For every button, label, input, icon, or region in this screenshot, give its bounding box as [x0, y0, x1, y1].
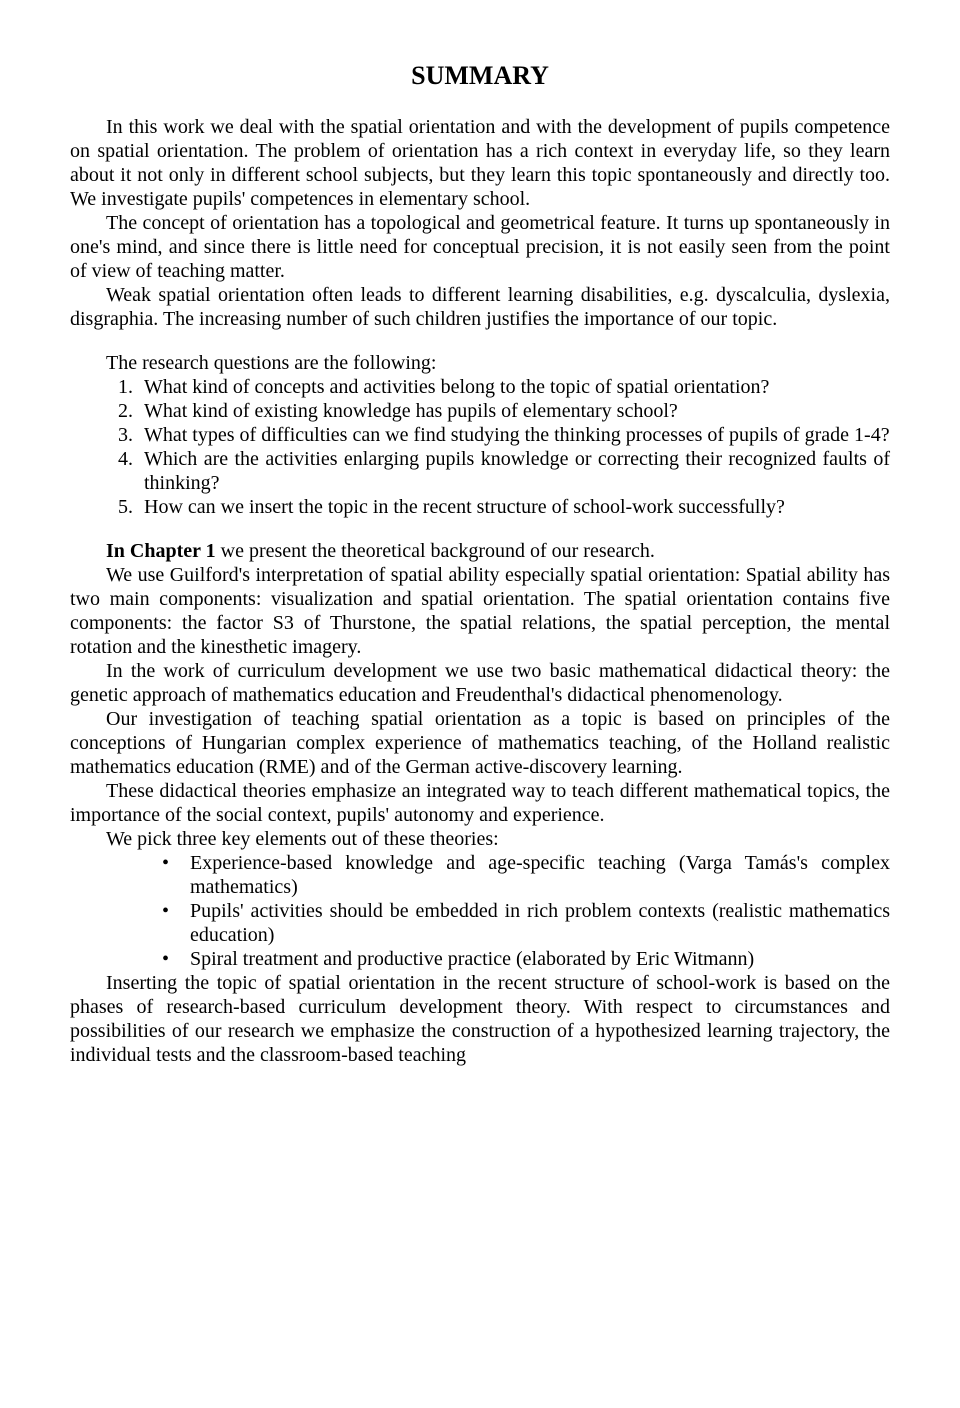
page-title: SUMMARY: [70, 60, 890, 91]
chapter-lead-bold: In Chapter 1: [106, 540, 216, 562]
intro-paragraph: Weak spatial orientation often leads to …: [70, 283, 890, 331]
list-item: What types of difficulties can we find s…: [138, 423, 890, 447]
list-item: How can we insert the topic in the recen…: [138, 495, 890, 519]
research-questions-list: What kind of concepts and activities bel…: [70, 375, 890, 519]
chapter-paragraph: We pick three key elements out of these …: [70, 827, 890, 851]
research-lead: The research questions are the following…: [70, 351, 890, 375]
list-item: Experience-based knowledge and age-speci…: [162, 851, 890, 899]
list-item: Pupils' activities should be embedded in…: [162, 899, 890, 947]
chapter-paragraph: These didactical theories emphasize an i…: [70, 779, 890, 827]
list-item: Spiral treatment and productive practice…: [162, 947, 890, 971]
list-item: What kind of concepts and activities bel…: [138, 375, 890, 399]
list-item: Which are the activities enlarging pupil…: [138, 447, 890, 495]
chapter-lead: In Chapter 1 we present the theoretical …: [70, 539, 890, 563]
intro-paragraph: In this work we deal with the spatial or…: [70, 115, 890, 211]
research-questions-block: The research questions are the following…: [70, 351, 890, 519]
chapter-paragraph: Inserting the topic of spatial orientati…: [70, 971, 890, 1067]
chapter-paragraph: We use Guilford's interpretation of spat…: [70, 563, 890, 659]
key-elements-list: Experience-based knowledge and age-speci…: [70, 851, 890, 971]
list-item: What kind of existing knowledge has pupi…: [138, 399, 890, 423]
chapter-lead-rest: we present the theoretical background of…: [216, 540, 655, 562]
intro-block: In this work we deal with the spatial or…: [70, 115, 890, 331]
intro-paragraph: The concept of orientation has a topolog…: [70, 211, 890, 283]
chapter-paragraph: Our investigation of teaching spatial or…: [70, 707, 890, 779]
chapter-paragraph: In the work of curriculum development we…: [70, 659, 890, 707]
chapter-block: In Chapter 1 we present the theoretical …: [70, 539, 890, 1067]
